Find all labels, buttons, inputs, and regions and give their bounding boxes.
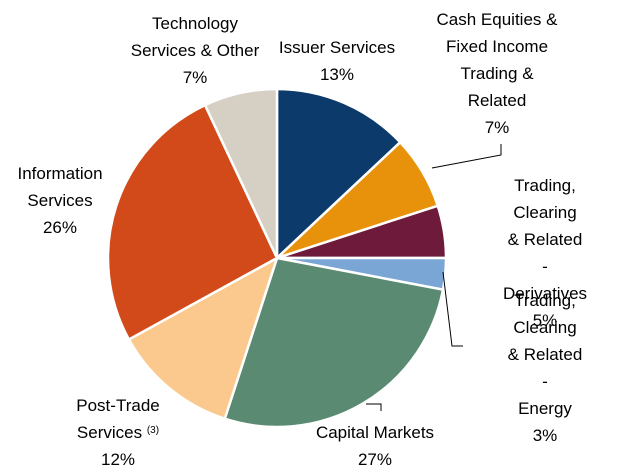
- slice-label: Post-Trade Services (3) 12%: [76, 392, 159, 473]
- value-label: 26%: [42, 218, 78, 237]
- value-label: 27%: [357, 450, 393, 469]
- value-label: 7%: [182, 68, 208, 87]
- slice-label: Cash Equities & Fixed Income Trading & R…: [437, 6, 558, 141]
- category-name: Trading, Clearing & Related - Energy: [507, 291, 583, 418]
- pie-slice: [106, 103, 279, 342]
- slice-label: Issuer Services 13%: [279, 34, 395, 88]
- leader-line: [431, 144, 502, 169]
- pie-slice: [203, 87, 279, 259]
- pie-slice: [275, 87, 402, 261]
- slice-label: Trading, Clearing & Related - Energy 3%: [503, 287, 588, 449]
- leader-line: [442, 271, 463, 347]
- value-label: 5%: [532, 311, 558, 330]
- slice-label: Trading, Clearing & Related - Derivative…: [503, 172, 588, 334]
- category-name: Issuer Services: [278, 38, 396, 57]
- slice-label: Capital Markets 27%: [316, 419, 434, 473]
- pie-slice: [223, 256, 445, 429]
- value-label: 13%: [319, 65, 355, 84]
- value-label: 3%: [532, 426, 558, 445]
- category-name: Trading, Clearing & Related - Derivative…: [502, 176, 588, 303]
- category-name: Cash Equities & Fixed Income Trading & R…: [436, 10, 558, 110]
- slice-label: Information Services 26%: [17, 160, 102, 241]
- slice-label: Technology Services & Other 7%: [131, 10, 260, 91]
- category-name: Information Services: [17, 164, 103, 210]
- value-label: 7%: [484, 118, 510, 137]
- category-name: Post-Trade Services: [76, 396, 160, 442]
- category-name: Capital Markets: [315, 423, 435, 442]
- pie: [106, 87, 448, 429]
- category-name: Technology Services & Other: [130, 14, 260, 60]
- footnote-mark: (3): [146, 425, 160, 436]
- pie-slice: [127, 255, 280, 421]
- leader-line: [366, 403, 382, 411]
- value-label: 12%: [100, 450, 136, 469]
